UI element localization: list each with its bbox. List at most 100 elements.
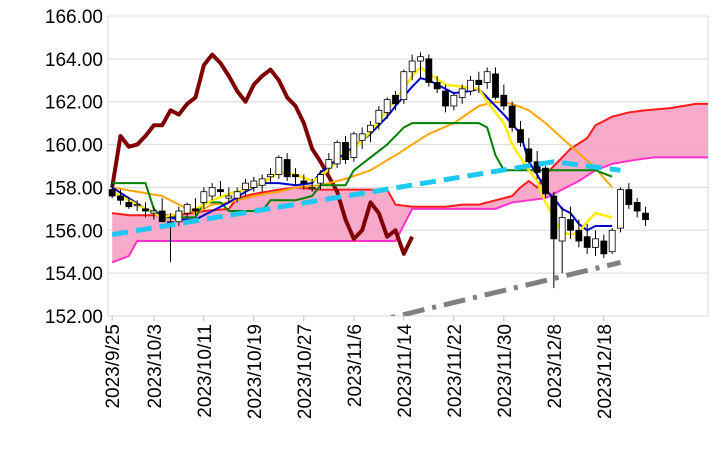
candle: [292, 168, 299, 186]
leading-span-b: [111, 156, 708, 264]
candle-body: [475, 79, 483, 85]
y-tick-label: 164.00: [45, 50, 103, 71]
candle-body: [300, 180, 308, 184]
candle: [183, 202, 191, 218]
candle-body: [517, 129, 524, 143]
candle: [533, 151, 541, 179]
candle: [142, 202, 149, 218]
candle: [400, 69, 408, 104]
candle: [442, 84, 449, 113]
candle: [192, 198, 199, 216]
x-tick-label: 2023/11/30: [495, 324, 516, 418]
x-tick-label: 2023/11/14: [395, 324, 416, 418]
candle: [175, 206, 183, 226]
candle-body: [333, 142, 341, 165]
candle-body: [150, 210, 158, 214]
candle-body: [558, 217, 566, 242]
candle: [475, 71, 483, 94]
candle-body: [250, 180, 258, 188]
candle: [450, 93, 458, 111]
conversion-line: [111, 77, 613, 232]
candle-body: [192, 208, 199, 212]
y-axis-ticks: 152.00 154.00 156.00 158.00 160.00 162.00 164.…: [45, 7, 103, 328]
candle: [433, 76, 441, 94]
candle: [200, 187, 208, 209]
x-tick-label: 2023/12/8: [545, 324, 566, 409]
candle: [383, 97, 391, 119]
dashed-trend-line: [111, 159, 621, 238]
candle: [350, 131, 358, 162]
candle-body: [367, 124, 374, 133]
lagging-span-line: [110, 52, 414, 256]
candle: [283, 153, 291, 181]
candle-body: [617, 189, 624, 229]
y-tick-label: 162.00: [45, 93, 103, 114]
candle: [483, 67, 491, 89]
base-line: [112, 122, 613, 219]
candle: [617, 187, 624, 233]
candle: [275, 155, 283, 179]
candle-body: [308, 187, 316, 190]
candle: [550, 191, 558, 289]
candle-body: [608, 229, 616, 253]
candle: [525, 138, 533, 169]
candle: [250, 176, 258, 192]
candle-body: [133, 204, 141, 207]
candle-body: [625, 189, 633, 205]
candle-body: [550, 195, 558, 240]
candle: [233, 187, 241, 203]
candle-body: [108, 189, 116, 197]
candle-body: [450, 94, 458, 107]
candle: [567, 206, 574, 239]
candle-body: [375, 109, 383, 124]
candle-body: [317, 174, 324, 184]
candle: [375, 106, 383, 130]
candle: [358, 127, 366, 149]
candle-body: [533, 161, 541, 173]
candle-body: [117, 195, 124, 201]
candle: [267, 168, 274, 184]
x-tick-label: 2023/12/18: [595, 324, 616, 419]
candle: [208, 183, 216, 201]
candle-body: [408, 60, 416, 73]
candle-body: [417, 56, 424, 62]
candle-body: [183, 204, 191, 214]
candle: [625, 183, 633, 209]
candle: [592, 230, 599, 256]
candle-body: [208, 187, 216, 197]
candle-body: [142, 208, 149, 212]
candle: [325, 153, 333, 173]
candle: [417, 52, 424, 79]
candle: [508, 101, 516, 132]
candle-body: [483, 71, 491, 83]
candle-body: [492, 73, 499, 98]
candle-body: [500, 94, 508, 107]
candle: [308, 178, 316, 192]
candle: [258, 174, 266, 192]
candle-body: [575, 229, 583, 242]
candle: [317, 170, 324, 190]
y-tick-label: 160.00: [45, 136, 103, 157]
dashdot-trend-line: [387, 259, 622, 316]
x-tick-label: 2023/10/19: [245, 324, 266, 419]
candle-body: [350, 133, 358, 158]
candle: [575, 219, 583, 248]
candle-body: [442, 90, 449, 107]
candle: [633, 198, 641, 218]
x-tick-label: 2023/11/6: [345, 324, 366, 407]
candle-body: [600, 240, 608, 255]
candle: [367, 121, 374, 143]
candle: [642, 206, 649, 226]
candle: [108, 183, 116, 199]
candle: [458, 84, 466, 104]
candle: [392, 91, 399, 111]
candle: [583, 223, 591, 254]
candle-body: [242, 182, 249, 190]
candle-body: [158, 210, 166, 223]
candle-body: [392, 94, 399, 105]
candle: [242, 178, 249, 196]
y-tick-label: 152.00: [45, 307, 103, 328]
candle: [558, 206, 566, 274]
candle-body: [633, 202, 641, 212]
candle-body: [292, 174, 299, 178]
